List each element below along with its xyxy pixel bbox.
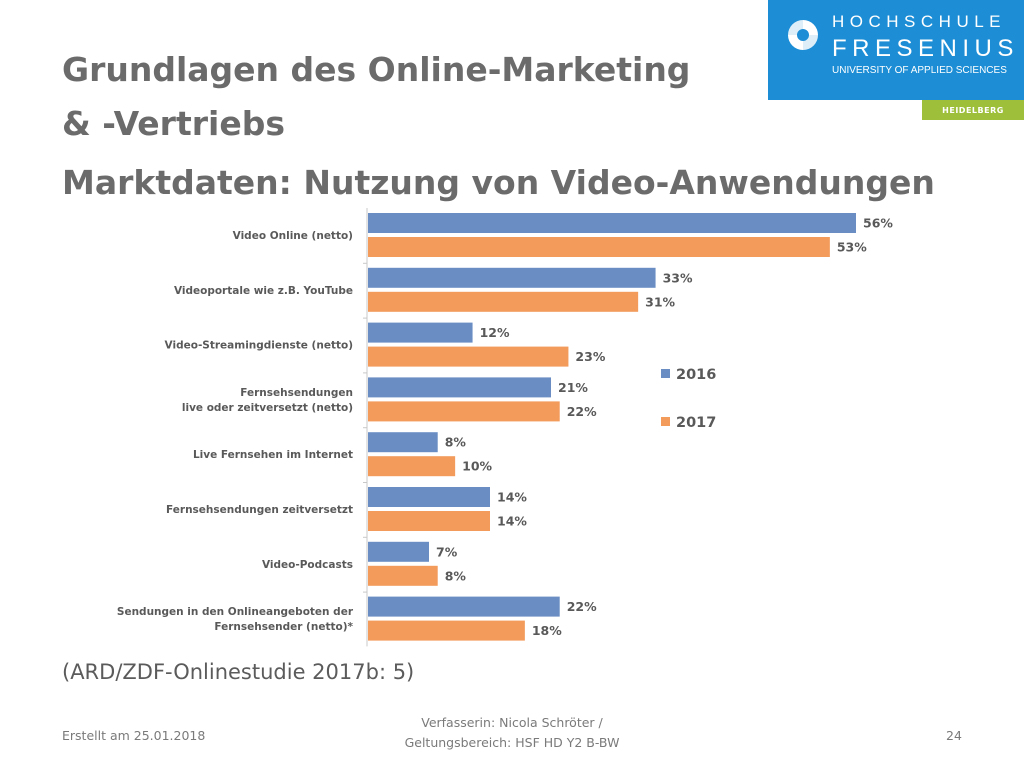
- bar-2017: [368, 346, 569, 367]
- data-label-2016: 12%: [480, 325, 510, 340]
- bar-2016: [368, 487, 490, 507]
- bar-2017: [368, 565, 438, 586]
- footer-author-line-2: Geltungsbereich: HSF HD Y2 B-BW: [404, 735, 620, 750]
- bar-2016: [368, 596, 560, 617]
- footer-author: Verfasserin: Nicola Schröter / Geltungsb…: [362, 713, 662, 753]
- data-label-2017: 31%: [645, 294, 675, 309]
- bar-2016: [368, 322, 473, 343]
- footer-created-date: Erstellt am 25.01.2018: [62, 728, 206, 743]
- data-label-2016: 33%: [663, 270, 693, 285]
- video-usage-bar-chart: 56% 53% Video Online (netto) 33% 31% Videopor…: [117, 208, 893, 647]
- slide-title-line-1: Grundlagen des Online-Marketing: [62, 50, 691, 89]
- bar-2016: [368, 267, 656, 288]
- bar-2016: [368, 541, 429, 562]
- footer-page-number: 24: [946, 728, 962, 743]
- bar-2016: [368, 213, 856, 233]
- category-label: live oder zeitversetzt (netto): [182, 402, 353, 414]
- data-label-2017: 18%: [532, 623, 562, 638]
- data-label-2016: 56%: [863, 216, 893, 231]
- legend-label-2017: 2017: [676, 415, 716, 431]
- slide-title-line-2: & -Vertriebs: [62, 104, 285, 143]
- data-label-2017: 14%: [497, 514, 527, 529]
- bar-2016: [368, 377, 551, 398]
- bar-2017: [368, 401, 560, 422]
- source-citation: (ARD/ZDF-Onlinestudie 2017b: 5): [62, 660, 415, 684]
- legend-label-2016: 2016: [676, 367, 716, 383]
- campus-badge: HEIDELBERG: [922, 100, 1024, 120]
- data-label-2016: 8%: [445, 435, 467, 450]
- university-logo: HOCHSCHULE FRESENIUS UNIVERSITY OF APPLI…: [768, 0, 1024, 100]
- legend-swatch-2016: [661, 369, 670, 378]
- category-label: Videoportale wie z.B. YouTube: [174, 285, 353, 297]
- bar-2017: [368, 291, 639, 312]
- footer-author-line-1: Verfasserin: Nicola Schröter /: [421, 715, 603, 730]
- category-label: Live Fernsehen im Internet: [193, 449, 353, 461]
- bar-2017: [368, 237, 830, 257]
- category-label: Fernsehsender (netto)*: [214, 621, 353, 633]
- fresenius-logo-icon: [788, 20, 818, 50]
- data-label-2016: 7%: [436, 544, 458, 559]
- data-label-2016: 14%: [497, 490, 527, 505]
- bar-2017: [368, 620, 525, 641]
- logo-line-hochschule: HOCHSCHULE: [832, 12, 1007, 31]
- logo-line-fresenius: FRESENIUS: [832, 35, 1019, 62]
- category-label: Sendungen in den Onlineangeboten der: [117, 606, 354, 618]
- data-label-2017: 53%: [837, 240, 867, 255]
- data-label-2017: 22%: [567, 404, 597, 419]
- bar-2016: [368, 432, 438, 453]
- logo-line-university: UNIVERSITY OF APPLIED SCIENCES: [832, 65, 1007, 76]
- bar-2017: [368, 511, 490, 531]
- category-label: Fernsehsendungen zeitversetzt: [166, 504, 353, 516]
- category-label: Video-Streamingdienste (netto): [165, 340, 353, 352]
- slide-subtitle: Marktdaten: Nutzung von Video-Anwendunge…: [62, 163, 935, 202]
- data-label-2016: 22%: [567, 599, 597, 614]
- data-label-2017: 23%: [575, 349, 605, 364]
- bar-2017: [368, 456, 456, 477]
- data-label-2016: 21%: [558, 380, 588, 395]
- legend-swatch-2017: [661, 417, 670, 426]
- category-label: Fernsehsendungen: [240, 387, 353, 399]
- category-label: Video-Podcasts: [262, 559, 353, 571]
- data-label-2017: 8%: [445, 568, 467, 583]
- data-label-2017: 10%: [462, 459, 492, 474]
- category-label: Video Online (netto): [233, 230, 353, 242]
